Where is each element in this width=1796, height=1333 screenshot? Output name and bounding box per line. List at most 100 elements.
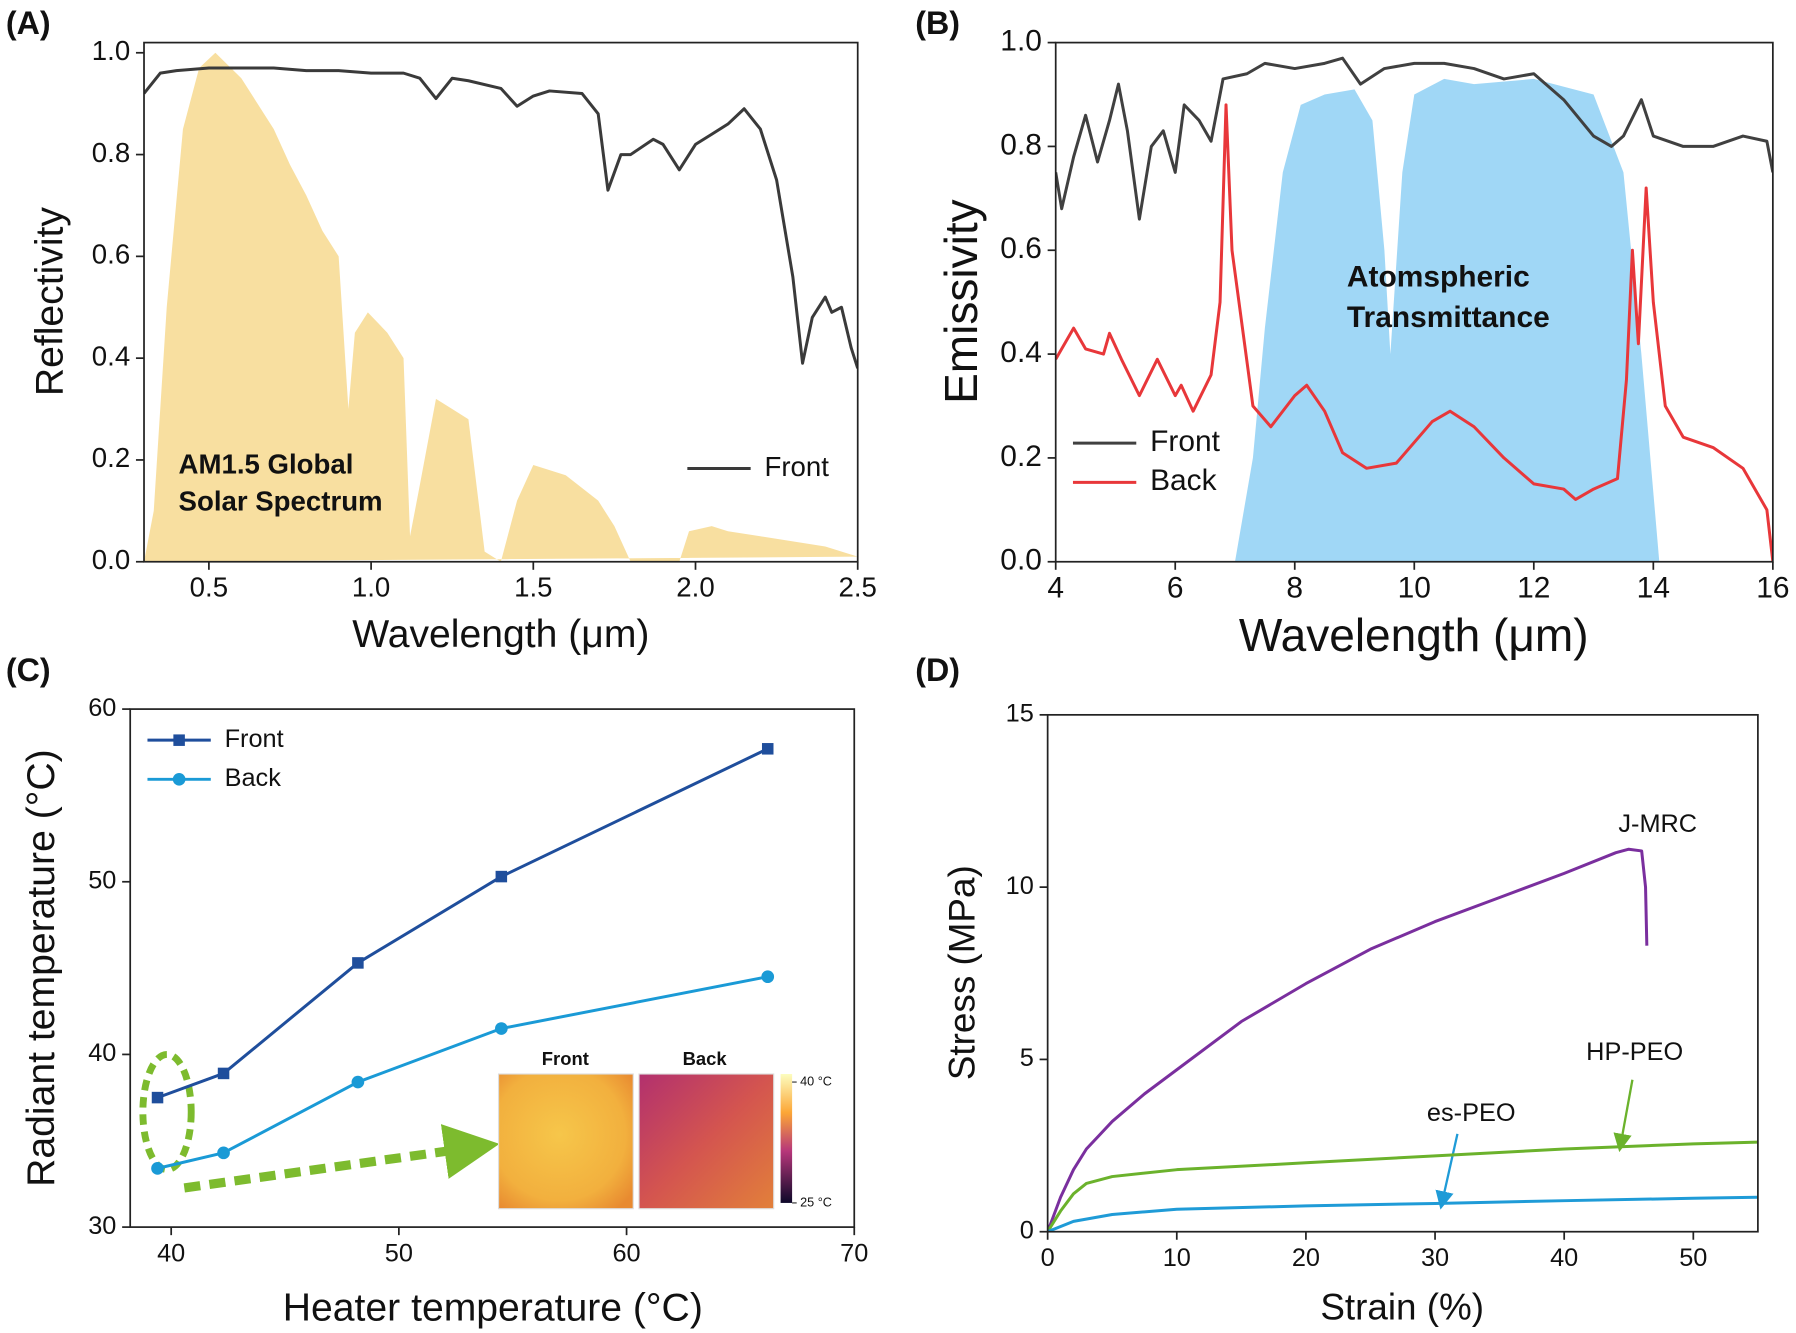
annotation: Atomspheric [1347,260,1530,293]
highlight-arrow [183,1124,500,1193]
plot-area [1047,847,1758,1232]
x-tick-label: 10 [1163,1244,1191,1272]
legend-label: Front [225,725,284,753]
y-axis-label: Radiant temperature (°C) [20,749,63,1187]
label-arrow [1613,1079,1634,1153]
y-tick-label: 40 [88,1039,116,1067]
x-tick-label: 16 [1756,571,1789,604]
x-tick-label: 20 [1292,1244,1320,1272]
panel-label: (A) [6,5,51,41]
series-line [1047,847,1649,1232]
x-tick-label: 2.0 [676,572,714,603]
marker [151,1162,164,1175]
y-axis-label: Reflectivity [28,207,71,397]
marker [151,1091,164,1104]
series-line [1055,103,1773,562]
x-axis-label: Heater temperature (°C) [283,1286,703,1329]
marker [761,970,775,984]
y-tick-label: 10 [1006,872,1034,900]
annotation: Solar Spectrum [179,485,383,516]
thermal-image-back [638,1073,775,1210]
legend-label: Back [1150,464,1217,497]
area [1234,78,1660,562]
thermal-image-front [497,1073,634,1210]
series-line [1047,1195,1758,1232]
x-tick-label: 50 [1679,1244,1707,1272]
inset-label: Front [542,1048,589,1069]
area [144,52,858,562]
y-tick-label: 0.2 [92,442,130,473]
y-tick-label: 30 [88,1212,116,1240]
series-line [1047,1140,1758,1232]
plot-frame [1046,713,1759,1233]
legend-label: Front [1150,425,1220,458]
y-tick-label: 15 [1006,700,1034,728]
marker [761,743,774,755]
y-axis-label: Stress (MPa) [941,865,982,1080]
colorbar-tick-label: 25 °C [800,1195,832,1209]
y-tick-label: 60 [88,694,116,722]
plot-frame [129,708,856,1228]
x-tick-label: 70 [840,1239,868,1267]
y-tick-label: 1.0 [92,35,130,66]
x-tick-label: 0 [1041,1244,1055,1272]
x-tick-label: 0.5 [190,572,228,603]
x-axis-label: Wavelength (μm) [1239,609,1589,661]
x-tick-label: 1.5 [514,572,552,603]
x-tick-label: 60 [612,1239,640,1267]
x-tick-label: 40 [157,1239,185,1267]
y-tick-label: 0.2 [1000,440,1042,473]
x-tick-label: 4 [1047,571,1064,604]
marker [495,870,508,883]
legend-label: Back [225,764,282,792]
panel-label: (C) [6,652,51,688]
series-label: HP-PEO [1586,1038,1683,1066]
legend-label: Front [764,451,829,482]
panel-label: (D) [915,652,960,688]
colorbar [780,1073,793,1203]
x-tick-label: 6 [1167,571,1184,604]
marker [217,1146,230,1160]
marker [495,1022,508,1035]
marker [351,1075,365,1089]
x-tick-label: 30 [1421,1244,1449,1272]
annotation: AM1.5 Global [179,449,354,480]
series-line [157,747,769,1100]
y-tick-label: 0.8 [92,137,130,168]
panel-label: (B) [915,5,960,41]
plot-area [144,52,858,562]
y-tick-label: 0 [1020,1216,1034,1244]
x-tick-label: 1.0 [352,572,390,603]
inset-label: Back [683,1048,728,1069]
marker [352,957,364,969]
series-label: es-PEO [1427,1099,1516,1127]
y-tick-label: 0.8 [1000,128,1042,161]
y-axis-label: Emissivity [935,199,987,404]
legend-marker [173,734,185,746]
y-tick-label: 0.4 [1000,336,1042,369]
label-arrow [1435,1133,1459,1210]
x-tick-label: 14 [1637,571,1670,604]
colorbar-tick-label: 40 °C [800,1074,832,1088]
marker [217,1067,230,1080]
series-line [1055,56,1773,221]
series-line [144,66,858,369]
y-tick-label: 0.6 [92,239,130,270]
y-tick-label: 50 [88,866,116,894]
x-axis-label: Strain (%) [1320,1287,1484,1328]
y-tick-label: 0.0 [1000,544,1042,577]
y-tick-label: 0.0 [92,544,130,575]
x-tick-label: 40 [1550,1244,1578,1272]
annotation: Transmittance [1347,301,1550,334]
x-tick-label: 12 [1517,571,1550,604]
highlight-ellipse [139,1050,195,1173]
x-tick-label: 10 [1398,571,1431,604]
plot-area [1055,56,1773,562]
x-axis-label: Wavelength (μm) [352,613,649,656]
y-tick-label: 0.4 [92,340,130,371]
legend-marker [172,772,186,786]
y-tick-label: 5 [1020,1044,1034,1072]
x-tick-label: 50 [385,1239,413,1267]
x-tick-label: 2.5 [839,572,877,603]
